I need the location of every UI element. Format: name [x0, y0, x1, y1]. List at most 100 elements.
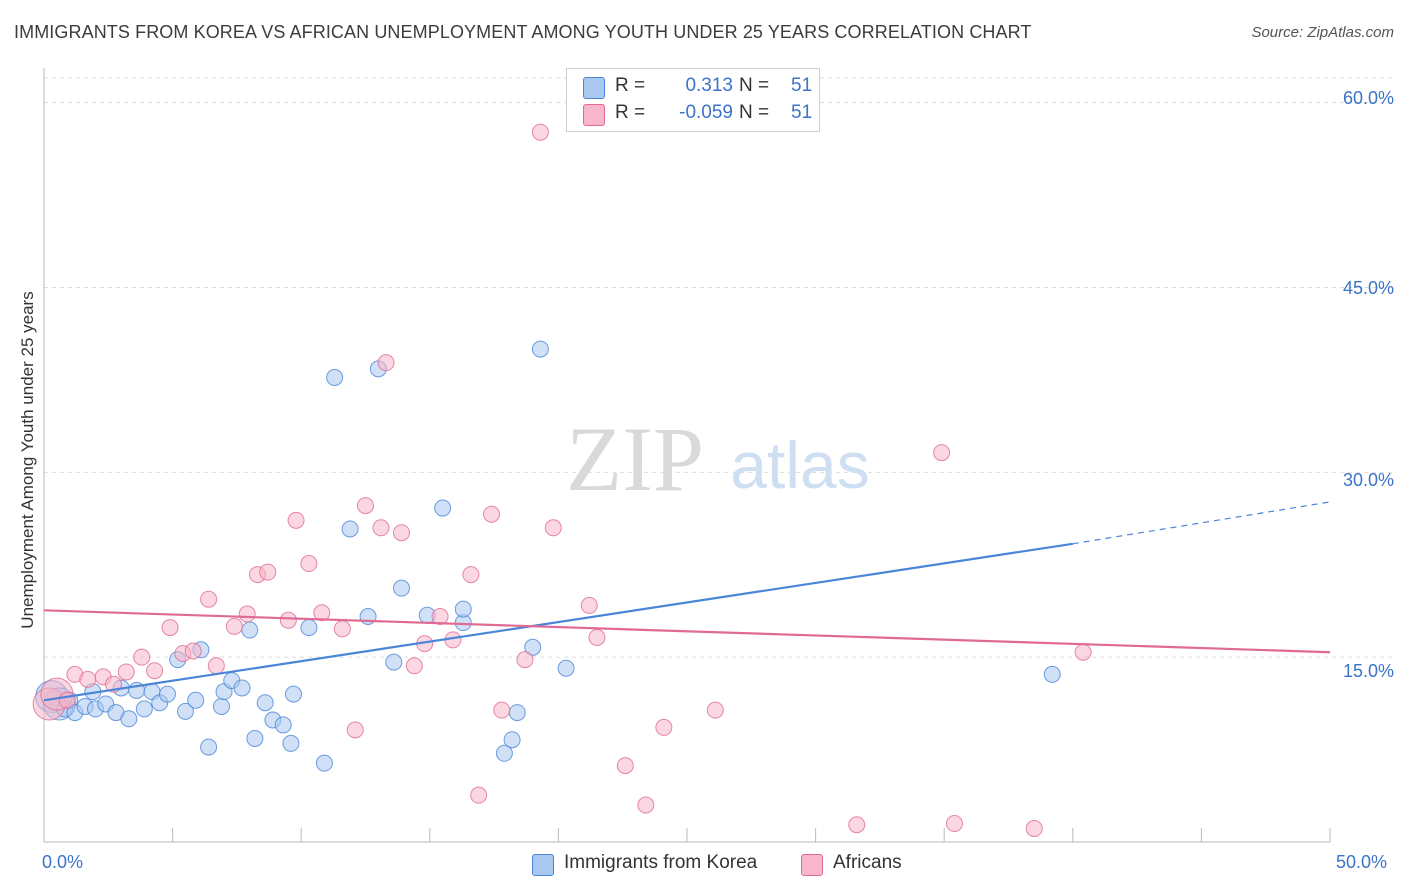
legend-n-label: N =: [739, 75, 770, 96]
data-point: [1074, 643, 1092, 661]
trend-line-extension: [1072, 501, 1331, 545]
data-point: [495, 744, 513, 762]
data-point: [1025, 819, 1043, 837]
data-point: [341, 520, 359, 538]
data-point: [326, 368, 344, 386]
data-point: [493, 701, 511, 719]
legend-swatch-korea: [532, 854, 554, 876]
data-point: [158, 685, 176, 703]
data-point: [503, 731, 521, 749]
data-point: [279, 611, 297, 629]
data-point: [120, 710, 138, 728]
data-point: [58, 691, 76, 709]
data-point: [357, 497, 374, 515]
data-point: [372, 519, 390, 537]
chart-title: IMMIGRANTS FROM KOREA VS AFRICAN UNEMPLO…: [14, 22, 1032, 42]
data-point: [315, 754, 333, 772]
watermark-zip: ZIP: [566, 408, 704, 510]
series-korea-points: [35, 340, 1061, 772]
data-point: [483, 505, 501, 523]
data-point: [259, 563, 277, 581]
data-point: [385, 653, 403, 671]
data-point: [207, 657, 225, 675]
correlation-legend: R = 0.313 N = 51 R = -0.059 N = 51: [566, 68, 820, 132]
data-point: [200, 738, 218, 756]
data-point: [544, 519, 562, 537]
data-point: [284, 685, 302, 703]
data-point: [531, 340, 549, 358]
grid-lines: [44, 77, 1395, 658]
data-point: [933, 444, 951, 462]
data-point: [434, 499, 452, 517]
legend-swatch-africans: [583, 104, 605, 126]
legend-swatch-korea: [583, 77, 605, 99]
watermark: ZIP atlas: [566, 408, 870, 510]
data-point: [133, 648, 151, 666]
data-point: [187, 691, 205, 709]
data-point: [274, 716, 292, 734]
data-point: [200, 590, 218, 608]
data-point: [161, 619, 179, 637]
data-point: [225, 617, 243, 635]
legend-label: Immigrants from Korea: [564, 852, 758, 873]
data-point: [431, 607, 449, 625]
data-point: [79, 670, 97, 688]
data-point: [393, 579, 411, 597]
data-point: [655, 718, 673, 736]
y-tick-label: 15.0%: [1342, 661, 1394, 681]
data-point: [1043, 665, 1061, 683]
data-point: [212, 697, 230, 715]
data-point: [616, 757, 634, 775]
y-tick-label: 45.0%: [1342, 278, 1394, 298]
data-point: [300, 555, 318, 573]
data-point: [333, 620, 351, 638]
data-point: [531, 123, 549, 141]
data-point: [580, 596, 598, 614]
legend-r-label: R =: [615, 102, 646, 123]
x-tick-label: 50.0%: [1336, 852, 1388, 872]
source-label: Source: ZipAtlas.com: [1251, 24, 1394, 41]
y-tick-label: 60.0%: [1342, 88, 1394, 108]
watermark-atlas: atlas: [730, 428, 869, 502]
data-point: [848, 816, 866, 834]
data-point: [246, 729, 264, 747]
data-point: [524, 638, 542, 656]
legend-n-label: N =: [739, 102, 770, 123]
data-point: [117, 663, 135, 681]
data-point: [287, 511, 305, 529]
data-point: [588, 628, 606, 646]
legend-label: Africans: [833, 852, 902, 873]
data-point: [238, 605, 256, 623]
data-point: [393, 524, 411, 542]
data-point: [146, 662, 164, 680]
y-tick-label: 30.0%: [1342, 470, 1394, 490]
data-point: [184, 642, 202, 660]
x-tick-label: 0.0%: [42, 852, 84, 872]
data-point: [454, 600, 472, 618]
data-point: [176, 702, 194, 720]
data-point: [405, 657, 423, 675]
trend-line: [43, 542, 1073, 702]
data-point: [256, 694, 274, 712]
data-point: [135, 700, 153, 718]
data-point: [346, 721, 364, 739]
legend-swatch-africans: [801, 854, 823, 876]
data-point: [300, 619, 318, 637]
data-point: [462, 566, 480, 584]
data-point: [516, 651, 534, 669]
trend-lines: [43, 501, 1331, 702]
data-point: [637, 796, 655, 814]
axes: [43, 68, 1331, 843]
data-point: [377, 354, 395, 372]
legend-n-value: 51: [791, 75, 813, 96]
series-africans-points: [32, 123, 1092, 837]
data-point: [508, 704, 526, 722]
data-point: [945, 815, 963, 833]
data-point: [557, 659, 575, 677]
y-axis-label: Unemployment Among Youth under 25 years: [18, 291, 37, 629]
legend-r-value: 0.313: [685, 75, 733, 96]
data-point: [233, 679, 251, 697]
data-point: [706, 701, 724, 719]
data-point: [282, 734, 300, 752]
trend-line: [43, 609, 1331, 654]
